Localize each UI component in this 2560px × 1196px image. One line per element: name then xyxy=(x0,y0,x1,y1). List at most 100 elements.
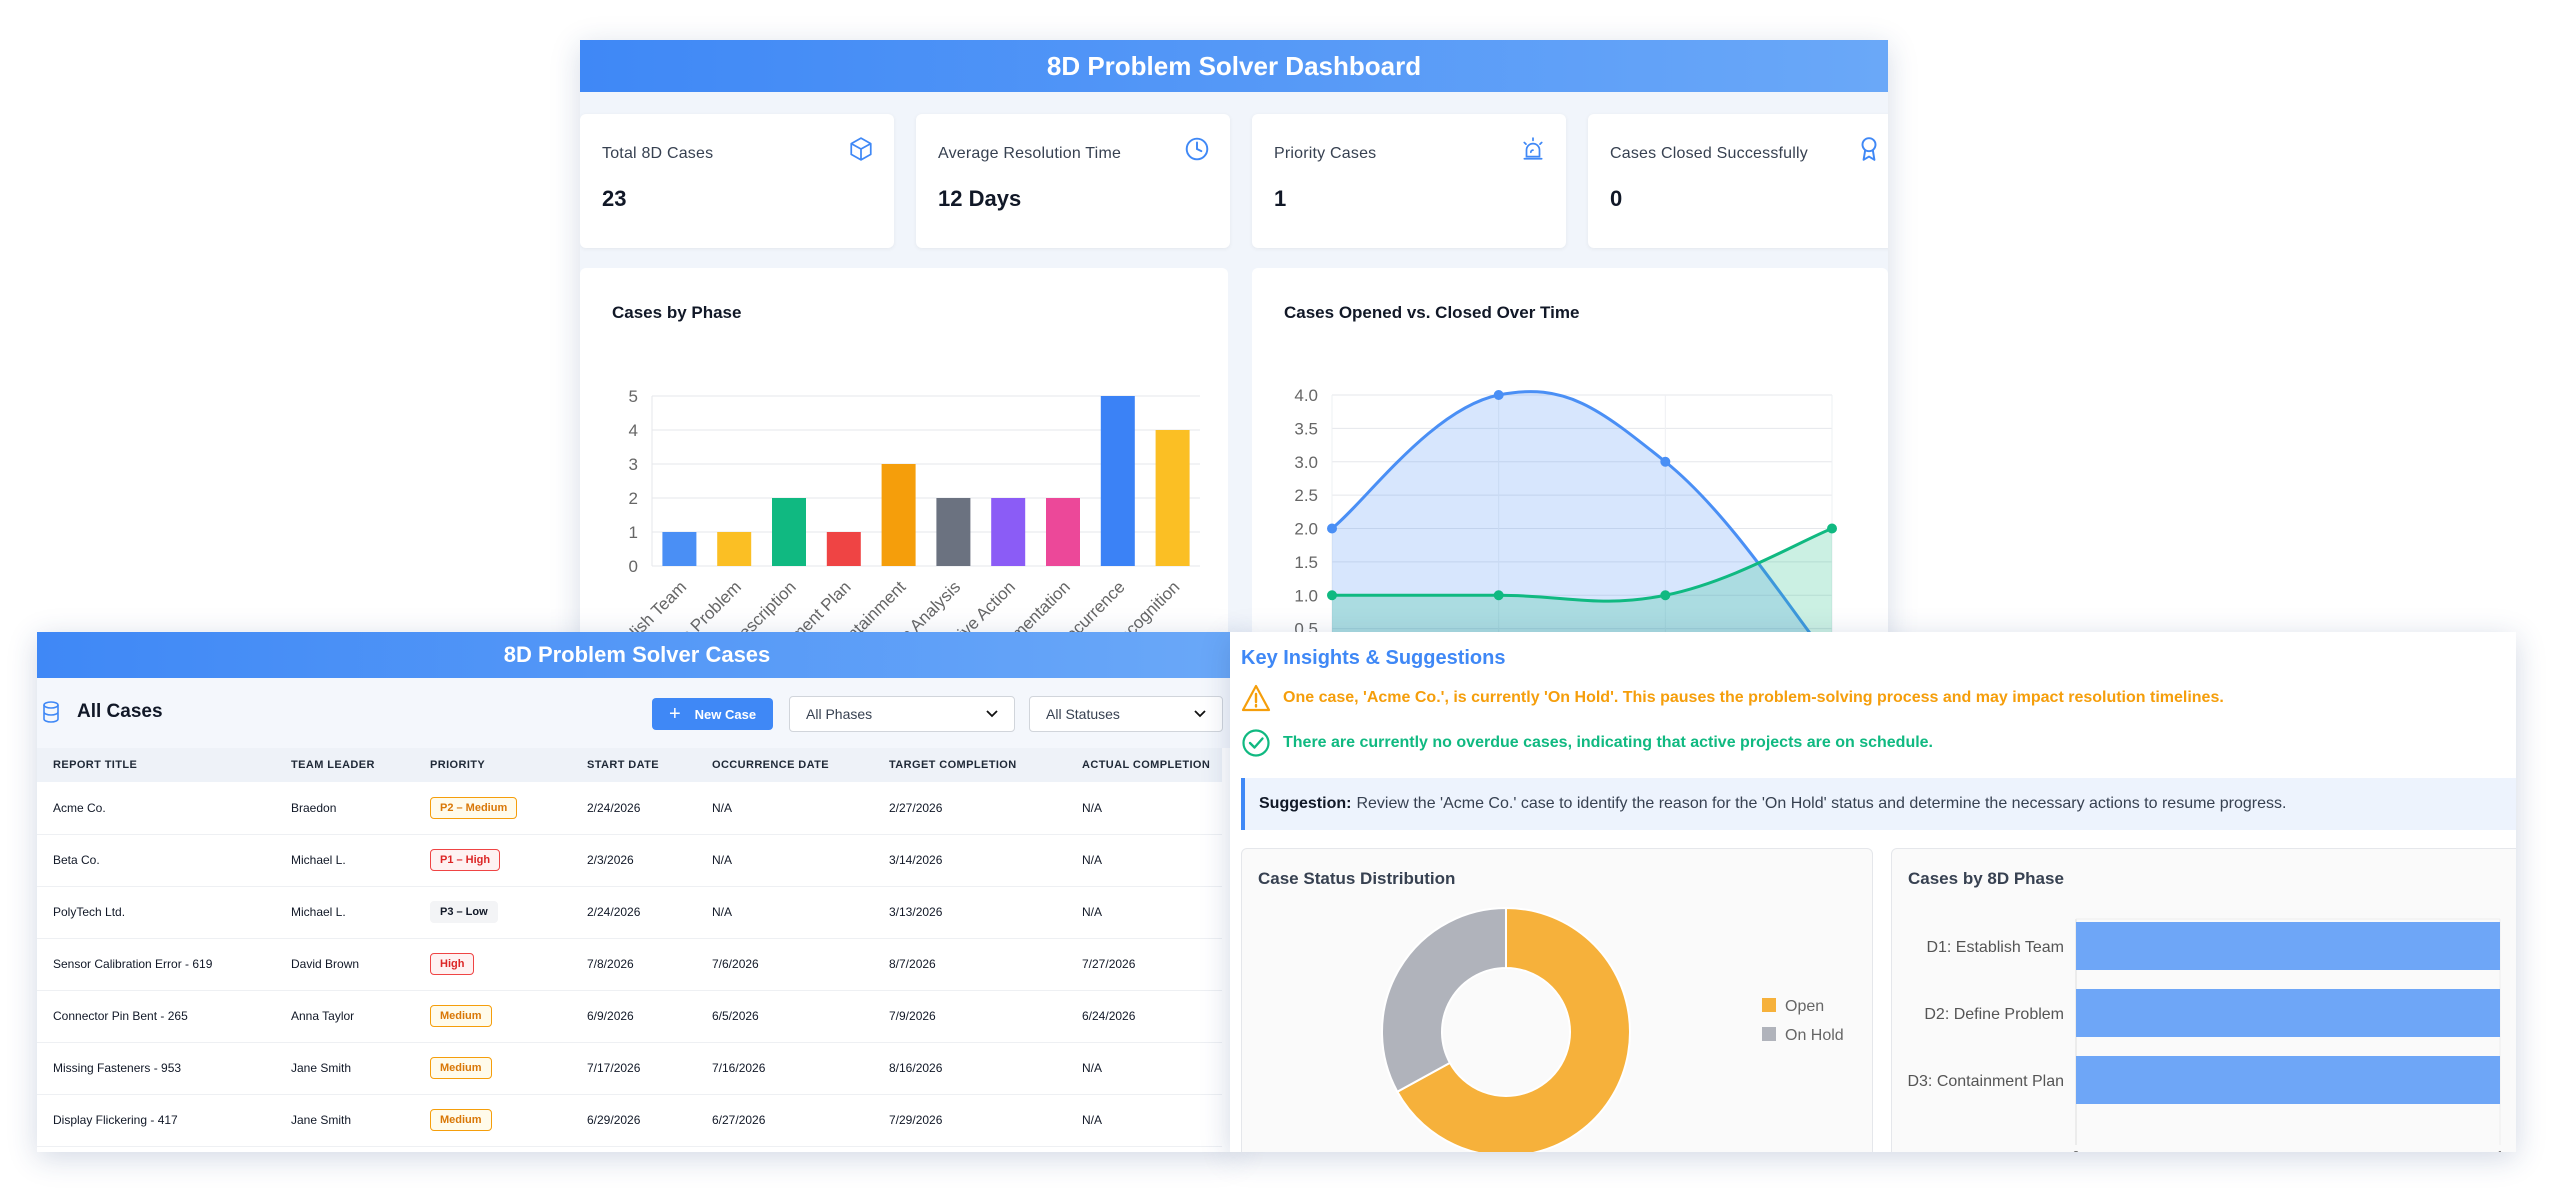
phase-filter-select[interactable]: All Phases xyxy=(789,696,1015,732)
column-header[interactable]: ACTUAL COMPLETION xyxy=(1082,759,1211,771)
y-tick-label: 3.5 xyxy=(1294,419,1318,438)
cube-icon xyxy=(850,137,872,161)
suggestion-label: Suggestion: xyxy=(1259,795,1352,812)
target-completion-cell: 3/13/2026 xyxy=(889,905,943,919)
column-header[interactable]: REPORT TITLE xyxy=(53,759,138,771)
status-donut-chart: Open On Hold xyxy=(1381,906,1844,1152)
report-title-cell: Beta Co. xyxy=(53,853,100,867)
column-header[interactable]: TARGET COMPLETION xyxy=(889,759,1017,771)
x-tick-label: D1: Establish Team xyxy=(580,577,690,640)
legend-label: Open xyxy=(1785,998,1824,1015)
warning-insight: One case, 'Acme Co.', is currently 'On H… xyxy=(1241,684,2224,712)
cases-toolbar: All Cases + New Case All Phases All Stat… xyxy=(37,678,1237,748)
series-area xyxy=(1332,391,1815,640)
y-tick-label: 2.5 xyxy=(1294,486,1318,505)
priority-badge: Medium xyxy=(430,1109,492,1131)
priority-cell: High xyxy=(414,938,571,990)
series-line xyxy=(1332,527,1833,603)
legend-swatch xyxy=(1762,1027,1776,1041)
table-row[interactable]: Display Flickering - 417 Jane Smith Medium… xyxy=(37,1094,1222,1146)
table-row[interactable]: Beta Co. Michael L. P1 – High 2/3/2026 N/A 3/… xyxy=(37,834,1222,886)
data-point xyxy=(1327,590,1337,601)
team-leader-cell: Michael L. xyxy=(291,853,346,867)
new-case-button[interactable]: + New Case xyxy=(652,698,773,730)
y-tick-label: 1.0 xyxy=(1294,586,1318,605)
report-title-cell: Missing Fasteners - 953 xyxy=(53,1061,182,1075)
table-row[interactable]: PolyTech Ltd. Michael L. P3 – Low 2/24/2026… xyxy=(37,886,1222,938)
cases-panel: 8D Problem Solver Cases All Cases + New … xyxy=(37,632,1237,1152)
table-row[interactable]: Missing Fasteners - 953 Jane Smith Medium 7… xyxy=(37,1042,1222,1094)
bar xyxy=(2076,989,2500,1037)
report-title-cell: Sensor Calibration Error - 619 xyxy=(53,957,213,971)
report-title-cell: Acme Co. xyxy=(53,800,106,815)
chevron-down-icon xyxy=(1194,710,1206,718)
team-leader-cell: Braedon xyxy=(291,800,337,815)
check-circle-icon xyxy=(1242,729,1270,757)
cases-table: REPORT TITLE TEAM LEADER PRIORITY START DAT… xyxy=(37,748,1222,1147)
bar xyxy=(2076,922,2500,970)
priority-badge: P2 – Medium xyxy=(430,796,518,819)
status-filter-select[interactable]: All Statuses xyxy=(1029,696,1223,732)
stat-label: Priority Cases xyxy=(1274,145,1377,162)
stat-card-priority: Priority Cases 1 xyxy=(1252,114,1566,248)
target-completion-cell: 7/9/2026 xyxy=(889,1009,936,1023)
cases-title: 8D Problem Solver Cases xyxy=(37,632,1237,678)
award-icon xyxy=(1861,137,1877,161)
warning-text: One case, 'Acme Co.', is currently 'On H… xyxy=(1283,689,2224,706)
start-date-cell: 7/17/2026 xyxy=(587,1061,641,1075)
report-title-cell: PolyTech Ltd. xyxy=(53,905,126,919)
y-tick-label: 3 xyxy=(629,455,638,474)
priority-badge: Medium xyxy=(430,1057,492,1079)
alarm-icon xyxy=(1523,137,1543,160)
table-row[interactable]: Acme Co. Braedon P2 – Medium 2/24/2026 N/A 2/… xyxy=(37,782,1222,834)
stat-value: 0 xyxy=(1610,186,1623,211)
priority-cell: P2 – Medium xyxy=(414,782,571,834)
actual-completion-cell: 6/24/2026 xyxy=(1082,1009,1136,1023)
bar xyxy=(717,532,752,566)
donut-slice xyxy=(1395,906,1631,1152)
insights-panel: Key Insights & Suggestions One case, 'Ac… xyxy=(1230,632,2516,1152)
team-leader-cell: Jane Smith xyxy=(291,1061,352,1075)
team-leader-cell: David Brown xyxy=(291,957,360,971)
team-leader-cell: Michael L. xyxy=(291,905,346,919)
actual-completion-cell: 7/27/2026 xyxy=(1082,957,1136,971)
occurrence-date-cell: 6/27/2026 xyxy=(712,1113,766,1127)
actual-completion-cell: N/A xyxy=(1082,905,1103,919)
data-point xyxy=(1493,390,1504,400)
ok-insight: There are currently no overdue cases, in… xyxy=(1241,728,1933,758)
occurrence-date-cell: 7/16/2026 xyxy=(712,1061,766,1075)
phase-chart-card: Cases by Phase 0 1 2 3 4 5 D1: Establish Team D… xyxy=(580,268,1228,640)
y-tick-label: D3: Containment Plan xyxy=(1907,1073,2064,1090)
bar xyxy=(1100,396,1135,566)
column-header[interactable]: OCCURRENCE DATE xyxy=(712,759,830,771)
time-area-chart: 00.51.01.52.02.53.03.54.0 xyxy=(1294,386,1837,640)
occurrence-date-cell: N/A xyxy=(712,853,733,867)
stat-card-avg-time: Average Resolution Time 12 Days xyxy=(916,114,1230,248)
bar xyxy=(991,498,1026,566)
occurrence-date-cell: N/A xyxy=(712,905,733,919)
priority-cell: Medium xyxy=(414,990,571,1042)
stat-label: Average Resolution Time xyxy=(938,145,1122,162)
bar xyxy=(936,498,971,566)
warning-icon xyxy=(1241,684,1271,712)
bar xyxy=(881,464,916,566)
team-leader-cell: Jane Smith xyxy=(291,1113,352,1127)
target-completion-cell: 7/29/2026 xyxy=(889,1113,943,1127)
actual-completion-cell: N/A xyxy=(1082,1113,1103,1127)
column-header[interactable]: PRIORITY xyxy=(430,759,486,771)
suggestion-text: Review the 'Acme Co.' case to identify t… xyxy=(1356,795,2287,812)
target-completion-cell: 8/7/2026 xyxy=(889,957,936,971)
dashboard-panel: 8D Problem Solver Dashboard Total 8D Cas… xyxy=(580,40,1888,640)
stat-label: Cases Closed Successfully xyxy=(1610,145,1808,162)
target-completion-cell: 8/16/2026 xyxy=(889,1061,943,1075)
column-header[interactable]: START DATE xyxy=(587,759,660,771)
table-row[interactable]: Connector Pin Bent - 265 Anna Taylor Mediu… xyxy=(37,990,1222,1042)
start-date-cell: 2/24/2026 xyxy=(587,905,641,919)
bar xyxy=(1155,430,1190,566)
column-header[interactable]: TEAM LEADER xyxy=(291,759,375,771)
phase-chart-title: Cases by Phase xyxy=(612,303,742,322)
y-tick-label: 0 xyxy=(629,557,638,576)
ok-text: There are currently no overdue cases, in… xyxy=(1283,734,1933,751)
table-row[interactable]: Sensor Calibration Error - 619 David Brow… xyxy=(37,938,1222,990)
donut-slice xyxy=(1381,906,1507,1094)
